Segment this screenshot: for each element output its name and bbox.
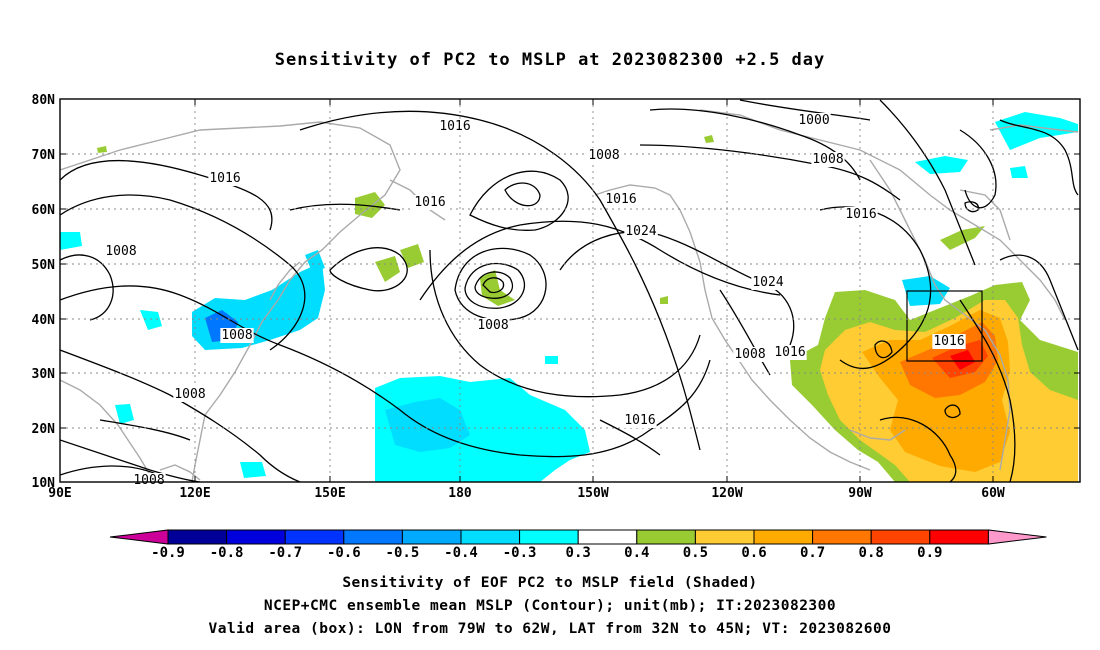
- map-frame: [59, 98, 1081, 483]
- caption-valid-area: Valid area (box): LON from 79W to 62W, L…: [208, 621, 892, 637]
- colorbar-swatch: [284, 529, 345, 545]
- negative-sensitivity-pacific-small: [545, 356, 558, 364]
- colorbar-swatch: [519, 529, 579, 545]
- chart-title: Sensitivity of PC2 to MSLP at 2023082300…: [274, 50, 826, 70]
- colorbar-label: 0.5: [683, 545, 708, 561]
- contour-label-south-china-sea: 1008: [174, 387, 205, 402]
- contour-label-central-asia: 1008: [105, 244, 136, 259]
- lon-tick-label: 90E: [48, 486, 71, 501]
- lat-tick-label: 80N: [32, 93, 56, 108]
- colorbar-labels: -0.9 -0.8 -0.7 -0.6 -0.5 -0.4 -0.3 0.3 0.4 0.5 0.6…: [151, 545, 942, 561]
- negative-sensitivity-south-china: [240, 462, 266, 478]
- positive-sensitivity-east-us-peak: [950, 350, 975, 370]
- lon-tick-label: 150W: [577, 486, 608, 501]
- positive-sensitivity-kamchatka: [355, 192, 385, 218]
- colorbar-swatch: [226, 529, 286, 545]
- contour-label-subtropical-pacific: 1016: [624, 413, 655, 428]
- colorbar: [109, 529, 1047, 545]
- mslp-contours: [60, 99, 1079, 482]
- negative-sensitivity-greenland-2: [1010, 166, 1028, 178]
- contour-label-kamchatka: 1016: [414, 195, 445, 210]
- contour-label-bering-trough: 1008: [588, 148, 619, 163]
- contour-label-canada: 1016: [845, 207, 876, 222]
- positive-sensitivity-west-us: [660, 296, 668, 304]
- colorbar-label: 0.6: [741, 545, 766, 561]
- colorbar-label: 0.3: [566, 545, 591, 561]
- contour-label-mexico-low: 1008: [734, 347, 765, 362]
- lat-tick-label: 20N: [32, 422, 56, 437]
- colorbar-cap-low: [109, 529, 169, 545]
- colorbar-swatch: [401, 529, 462, 545]
- negative-sensitivity-siberia: [305, 250, 325, 272]
- contour-label-east-china: 1008: [221, 328, 252, 343]
- lat-tick-label: 10N: [32, 476, 56, 491]
- negative-sensitivity-greenland: [915, 156, 968, 174]
- contour-label-west-us-ridge: 1024: [752, 275, 783, 290]
- axis-ticks: [59, 98, 1080, 483]
- colorbar-swatch: [929, 529, 989, 545]
- contour-label-siberia: 1016: [209, 171, 240, 186]
- colorbar-label: 0.8: [859, 545, 884, 561]
- caption-shading: Sensitivity of EOF PC2 to MSLP field (Sh…: [342, 575, 758, 591]
- colorbar-label: -0.5: [386, 545, 420, 561]
- contour-label-pacific-high-core: 1024: [625, 224, 656, 239]
- contour-label-gulf-coast: 1016: [774, 345, 805, 360]
- positive-sensitivity-kuril: [375, 256, 400, 282]
- longitude-labels: 90E 120E 150E 180 150W 120W 90W 60W: [48, 486, 1005, 501]
- lon-tick-label: 120E: [179, 486, 210, 501]
- colorbar-label: -0.6: [327, 545, 361, 561]
- contour-label-bay-of-bengal: 1008: [133, 473, 164, 488]
- colorbar-swatch: [870, 529, 931, 545]
- map-grid: [60, 99, 1080, 482]
- colorbar-label: -0.7: [268, 545, 302, 561]
- negative-sensitivity-india: [115, 404, 134, 424]
- coastlines: [60, 109, 1079, 482]
- lon-tick-label: 90W: [848, 486, 872, 501]
- contour-label-north-atlantic-trough: 1008: [812, 152, 843, 167]
- colorbar-swatch: [636, 529, 696, 545]
- lon-tick-label: 180: [448, 486, 472, 501]
- lon-tick-label: 150E: [314, 486, 345, 501]
- contour-label-arctic-low: 1000: [798, 113, 829, 128]
- colorbar-swatch: [753, 529, 814, 545]
- contour-labels: 1016 1000 1008 1008 1016 1016 1016 1024 1024 1016…: [104, 113, 966, 488]
- lat-tick-label: 60N: [32, 203, 56, 218]
- colorbar-swatch: [694, 529, 755, 545]
- lat-tick-label: 40N: [32, 313, 56, 328]
- lon-tick-label: 120W: [711, 486, 742, 501]
- colorbar-label: -0.9: [151, 545, 185, 561]
- positive-sensitivity-alaska: [704, 135, 714, 143]
- negative-sensitivity-west: [60, 232, 82, 250]
- colorbar-swatch: [460, 529, 521, 545]
- colorbar-swatch: [812, 529, 872, 545]
- colorbar-label: 0.4: [624, 545, 649, 561]
- negative-sensitivity-west-2: [140, 310, 162, 330]
- colorbar-swatch: [167, 529, 228, 545]
- valid-area-box: [906, 290, 983, 362]
- lat-tick-label: 50N: [32, 258, 56, 273]
- lon-tick-label: 60W: [981, 486, 1005, 501]
- contour-label-aleutian-low: 1008: [477, 318, 508, 333]
- positive-sensitivity-canada: [940, 226, 985, 250]
- colorbar-label: -0.4: [444, 545, 478, 561]
- contour-label-gulf-of-alaska: 1016: [605, 192, 636, 207]
- caption-contour: NCEP+CMC ensemble mean MSLP (Contour); u…: [263, 598, 837, 614]
- negative-sensitivity-arctic: [995, 112, 1078, 150]
- positive-sensitivity-arctic-canada: [97, 146, 107, 153]
- colorbar-cap-high: [987, 529, 1047, 545]
- colorbar-swatch: [577, 529, 638, 545]
- colorbar-label: 0.9: [917, 545, 942, 561]
- colorbar-label: -0.8: [210, 545, 244, 561]
- lat-tick-label: 30N: [32, 367, 56, 382]
- lat-tick-label: 70N: [32, 148, 56, 163]
- colorbar-label: 0.7: [800, 545, 825, 561]
- latitude-labels: 80N 70N 60N 50N 40N 30N 20N 10N: [32, 93, 56, 491]
- colorbar-swatch: [343, 529, 403, 545]
- colorbar-label: -0.3: [503, 545, 537, 561]
- contour-label-north-pacific-high-north: 1016: [439, 119, 470, 134]
- contour-label-valid-box: 1016: [933, 334, 964, 349]
